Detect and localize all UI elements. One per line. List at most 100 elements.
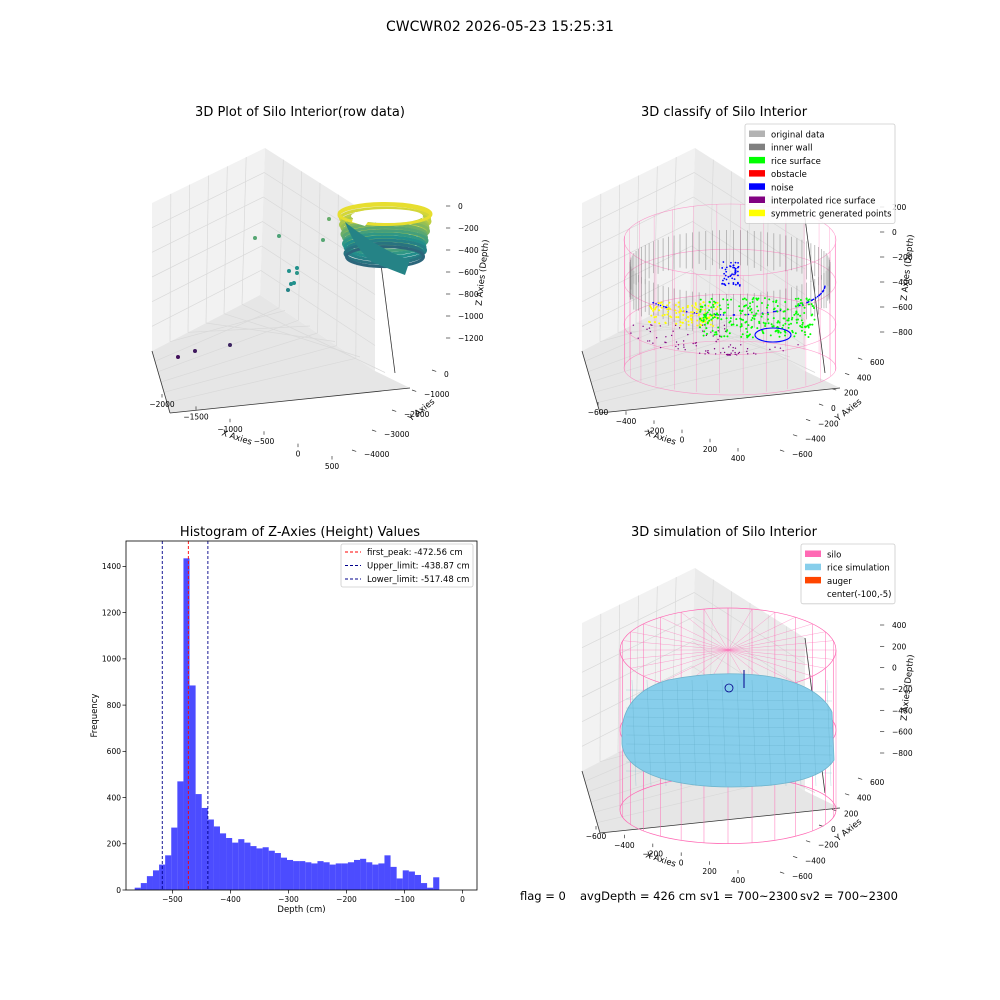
rice-surface-point xyxy=(807,325,810,328)
rice-surface-point xyxy=(728,332,731,335)
pane-left xyxy=(152,148,265,351)
rice-surface-point xyxy=(772,300,775,303)
rice-surface-point xyxy=(770,323,773,326)
legend-label: interpolated rice surface xyxy=(771,197,876,207)
noise-point xyxy=(723,283,725,285)
rice-surface-point xyxy=(703,323,706,326)
rice-surface-point xyxy=(804,333,807,336)
rice-surface-point xyxy=(777,330,780,333)
surface-mesh xyxy=(721,679,727,787)
legend-swatch-obstacle xyxy=(749,170,765,177)
silo-roof-wire xyxy=(727,616,796,651)
noise-point xyxy=(724,268,727,271)
rice-surface-point xyxy=(799,302,802,305)
interpolated-point xyxy=(730,352,732,354)
rice-surface-point xyxy=(701,306,704,309)
silo-roof-wire xyxy=(727,640,834,651)
interpolated-point xyxy=(737,352,740,355)
interpolated-point xyxy=(723,351,726,354)
noise-point xyxy=(655,303,657,305)
symmetric-point xyxy=(702,301,705,304)
rice-surface-point xyxy=(723,335,726,338)
symmetric-point xyxy=(661,303,664,306)
histogram-bar xyxy=(189,685,196,890)
surface-mesh xyxy=(811,679,817,787)
rice-surface-point xyxy=(756,298,759,301)
status-sv1: sv1 = 700~2300 xyxy=(700,889,798,903)
surface-mesh xyxy=(646,679,652,787)
interpolated-point xyxy=(652,342,654,344)
noise-point xyxy=(747,313,750,316)
rice-surface-point xyxy=(745,298,748,301)
interpolated-point xyxy=(704,353,706,355)
rice-surface-point xyxy=(713,300,716,303)
rice-surface-point xyxy=(808,298,811,301)
surface-mesh xyxy=(625,725,833,729)
rice-surface-point xyxy=(739,309,742,312)
symmetric-point xyxy=(679,320,682,323)
outlier-point xyxy=(292,281,296,285)
rice-surface-point xyxy=(790,318,793,321)
rice-surface-point xyxy=(699,298,702,301)
z-tick-label: −200 xyxy=(892,685,913,694)
rice-surface-point xyxy=(705,332,708,335)
x-tick-label: 400 xyxy=(731,876,746,885)
x-tick-label: −400 xyxy=(220,895,241,904)
symmetric-point xyxy=(690,311,693,314)
outlier-point xyxy=(286,288,290,292)
panel-title: 3D simulation of Silo Interior xyxy=(631,525,818,540)
histogram-bar xyxy=(238,839,245,890)
rice-surface-point xyxy=(705,312,708,315)
rice-surface-point xyxy=(753,318,756,321)
interpolated-point xyxy=(646,328,648,330)
rice-surface-point xyxy=(797,297,800,300)
noise-point xyxy=(731,277,734,280)
noise-point xyxy=(730,261,732,264)
z-axis-label: Z Axies (Depth) xyxy=(900,234,917,301)
noise-point xyxy=(733,314,735,316)
y-tick-label: 600 xyxy=(870,358,885,367)
rice-surface-point xyxy=(768,298,771,301)
noise-point xyxy=(725,266,728,269)
rice-surface-point xyxy=(784,300,787,303)
histogram-bar xyxy=(323,862,330,890)
rice-surface-point xyxy=(713,333,716,336)
figure-suptitle: CWCWR02 2026-05-23 15:25:31 xyxy=(386,19,614,35)
y-tick-label: 600 xyxy=(107,747,122,756)
grid-line xyxy=(157,320,299,372)
histogram-bar xyxy=(317,861,324,890)
interpolated-point xyxy=(732,350,734,352)
surface-mesh xyxy=(625,716,833,720)
interpolated-point xyxy=(694,342,696,344)
z-tick-label: −1000 xyxy=(458,312,484,321)
noise-point xyxy=(722,279,724,282)
interpolated-point xyxy=(712,335,714,337)
histogram-bar xyxy=(360,858,367,890)
rice-surface-point xyxy=(766,318,769,321)
x-tick-label: −1500 xyxy=(183,412,209,421)
rice-surface-point xyxy=(795,311,798,314)
y-tick xyxy=(805,419,811,422)
symmetric-point xyxy=(686,315,689,318)
silo-roof-wire xyxy=(660,649,729,684)
rice-surface-point xyxy=(791,331,794,334)
rice-surface-point xyxy=(776,321,779,324)
interpolated-point xyxy=(746,348,749,350)
rice-surface-point xyxy=(803,311,806,314)
noise-point xyxy=(733,273,735,276)
symmetric-point xyxy=(650,307,653,310)
rice-surface-point xyxy=(723,311,726,314)
surface-mesh xyxy=(691,679,697,787)
silo-ring xyxy=(623,248,837,316)
interpolated-point xyxy=(695,345,697,347)
noise-point xyxy=(663,305,665,308)
symmetric-point xyxy=(648,320,651,323)
rice-surface-point xyxy=(795,318,798,321)
z-tick-label: 0 xyxy=(458,202,463,211)
rice-surface-point xyxy=(730,323,733,326)
symmetric-point xyxy=(694,302,697,305)
symmetric-point xyxy=(680,310,683,313)
interpolated-point xyxy=(677,348,679,350)
outlier-point xyxy=(327,217,331,221)
histogram-bar xyxy=(177,781,184,890)
